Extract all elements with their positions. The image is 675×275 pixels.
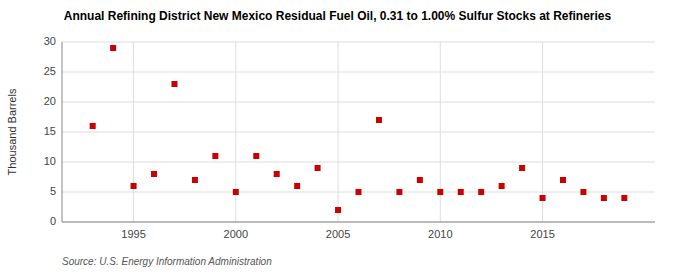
grid-line — [62, 42, 655, 43]
title: Annual Refining District New Mexico Resi… — [64, 9, 612, 23]
x-tick-label: 2010 — [428, 228, 452, 240]
point — [417, 177, 423, 183]
point — [621, 195, 627, 201]
source: Source: U.S. Energy Information Administ… — [62, 256, 272, 267]
grid-line — [62, 102, 655, 103]
point — [131, 183, 137, 189]
point — [499, 183, 505, 189]
y-axis — [62, 42, 63, 222]
grid-line — [62, 162, 655, 163]
x-axis — [62, 222, 655, 223]
x-tick-label: 2015 — [530, 228, 554, 240]
chart: 0 5 10 15 20 25 30 1995 2000 2005 2010 2015 Thousand… — [0, 0, 675, 275]
point — [233, 189, 239, 195]
y-tick-label: 10 — [44, 155, 56, 167]
points — [90, 45, 628, 213]
x-tick-label: 1995 — [121, 228, 145, 240]
point — [540, 195, 546, 201]
y-tick-label: 20 — [44, 95, 56, 107]
grid-line — [62, 222, 655, 223]
point — [171, 81, 177, 87]
point — [253, 153, 259, 159]
point — [580, 189, 586, 195]
point — [335, 207, 341, 213]
grid-line — [338, 42, 339, 222]
y-tick-label: 30 — [44, 35, 56, 47]
point — [90, 123, 96, 129]
grid-line — [133, 42, 134, 222]
point — [437, 189, 443, 195]
y-tick-label: 25 — [44, 65, 56, 77]
y-tick-label: 15 — [44, 125, 56, 137]
point — [396, 189, 402, 195]
grid-line — [62, 72, 655, 73]
grid-line — [62, 132, 655, 133]
point — [519, 165, 525, 171]
background — [0, 0, 675, 275]
grid — [62, 42, 655, 222]
point — [601, 195, 607, 201]
point — [458, 189, 464, 195]
x-tick-label: 2005 — [326, 228, 350, 240]
point — [212, 153, 218, 159]
point — [274, 171, 280, 177]
point — [478, 189, 484, 195]
y-tick-label: 0 — [50, 215, 56, 227]
y-axis-label: Thousand Barrels — [6, 88, 18, 175]
point — [110, 45, 116, 51]
point — [560, 177, 566, 183]
point — [294, 183, 300, 189]
point — [151, 171, 157, 177]
x-tick-label: 2000 — [224, 228, 248, 240]
point — [192, 177, 198, 183]
point — [315, 165, 321, 171]
y-tick-label: 5 — [50, 185, 56, 197]
point — [356, 189, 362, 195]
point — [376, 117, 382, 123]
